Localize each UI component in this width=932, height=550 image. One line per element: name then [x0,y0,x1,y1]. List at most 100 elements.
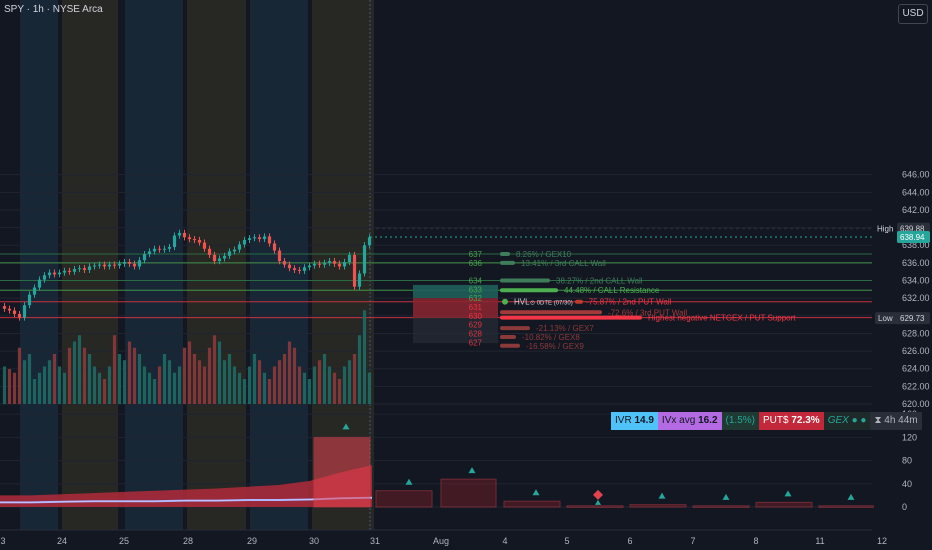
volume-bar [312,366,317,404]
candle-body [52,272,57,275]
session-band [20,0,58,530]
candle-body [62,270,67,273]
up-triangle-icon [405,478,413,485]
candle-body [7,308,12,311]
volume-bar [17,347,22,404]
candle-body [117,263,122,266]
strike-label: 630 [469,312,483,321]
candle-body [102,264,107,267]
volume-bar [162,354,167,404]
time-tick-label: 4 [502,536,507,546]
volume-bar [167,360,172,404]
volume-bar [192,354,197,404]
put-support-label: Highest negative NETGEX / PUT Support [648,314,796,323]
volume-bar [187,341,192,404]
candle-body [232,249,237,252]
price-tick-label: 642.00 [902,205,930,215]
projection-box [692,505,750,508]
gex-level-bar [575,299,583,304]
volume-bar [317,360,322,404]
candle-body [67,270,72,272]
time-tick-label: 6 [627,536,632,546]
candle-body [97,264,102,266]
candle-body [322,262,327,265]
low-value: 629.73 [900,314,925,323]
currency-button[interactable]: USD [898,4,928,24]
gex-level-bar [500,278,550,283]
candle-body [82,268,87,270]
call-wall-3rd-label: 13.41% / 3rd CALL Wall [521,259,606,268]
gex7-label: -21.13% / GEX7 [536,324,594,333]
strike-label: 637 [469,250,483,259]
volume-bar [12,372,17,404]
price-tick-label: 624.00 [902,364,930,374]
gex-level-bars [413,252,642,348]
candle-body [257,237,262,240]
candle-body [47,272,52,276]
iv-panel: IVR 14.9 IVx avg 16.2 (1.5%) PUT$ 72.3% … [611,412,922,430]
time-tick-label: 3 [0,536,5,546]
up-triangle-icon [595,499,601,505]
volume-bar [157,366,162,404]
session-band [187,0,246,530]
strike-label: 631 [469,303,483,312]
volume-bar [347,360,352,404]
volume-bar [227,354,232,404]
candle-body [247,238,252,240]
last-price-tag [897,230,930,243]
projection-box [503,500,561,508]
volume-bar [152,379,157,404]
candle-body [202,242,207,249]
time-tick-label: 5 [564,536,569,546]
volume-bar [232,366,237,404]
strike-label: 628 [469,329,483,338]
volume-bar [222,360,227,404]
time-tick-label: Aug [433,536,449,546]
candle-body [107,264,112,267]
candle-body [297,269,302,271]
price-tick-label: 622.00 [902,381,930,391]
volume-bars [2,310,372,404]
volume-bar [197,360,202,404]
price-tick-label: 628.00 [902,328,930,338]
gex-level-bar [500,310,602,315]
volume-bar [97,372,102,404]
time-axis: 3 24 25 28 29 30 31 Aug 4 5 6 7 8 11 12 [0,536,887,546]
low-label: Low [878,314,893,323]
candle-body [12,310,17,315]
volume-bar [267,379,272,404]
call-resistance-label: 44.48% / CALL Resistance [564,286,660,295]
gex10-label: 8.26% / GEX10 [516,250,572,259]
candle-body [352,254,357,287]
time-tick-label: 28 [183,536,193,546]
gex-level-bar [500,334,516,339]
volume-bar [292,347,297,404]
volume-bar [202,366,207,404]
volume-bar [112,335,117,404]
candle-body [367,237,372,246]
candle-body [312,263,317,266]
volume-bar [332,372,337,404]
price-tick-label: 620.00 [902,399,930,409]
projection-box [313,436,371,508]
up-triangle-icon [468,467,476,474]
time-tick-label: 29 [247,536,257,546]
candle-body [127,261,132,264]
volume-bar [282,354,287,404]
time-tick-label: 31 [370,536,380,546]
up-triangle-icon [847,493,855,500]
candle-body [267,236,272,244]
candle-body [142,254,147,261]
candle-body [237,244,242,250]
volume-bar [177,366,182,404]
lower-tick-label: 40 [902,479,912,489]
time-tick-label: 7 [690,536,695,546]
symbol-title: SPY · 1h · NYSE Arca [4,4,103,15]
volume-bar [272,366,277,404]
candle-body [357,273,362,287]
projection-box [566,505,624,508]
low-tag [875,312,930,325]
price-axis-bg [874,0,932,530]
candle-body [277,250,282,262]
